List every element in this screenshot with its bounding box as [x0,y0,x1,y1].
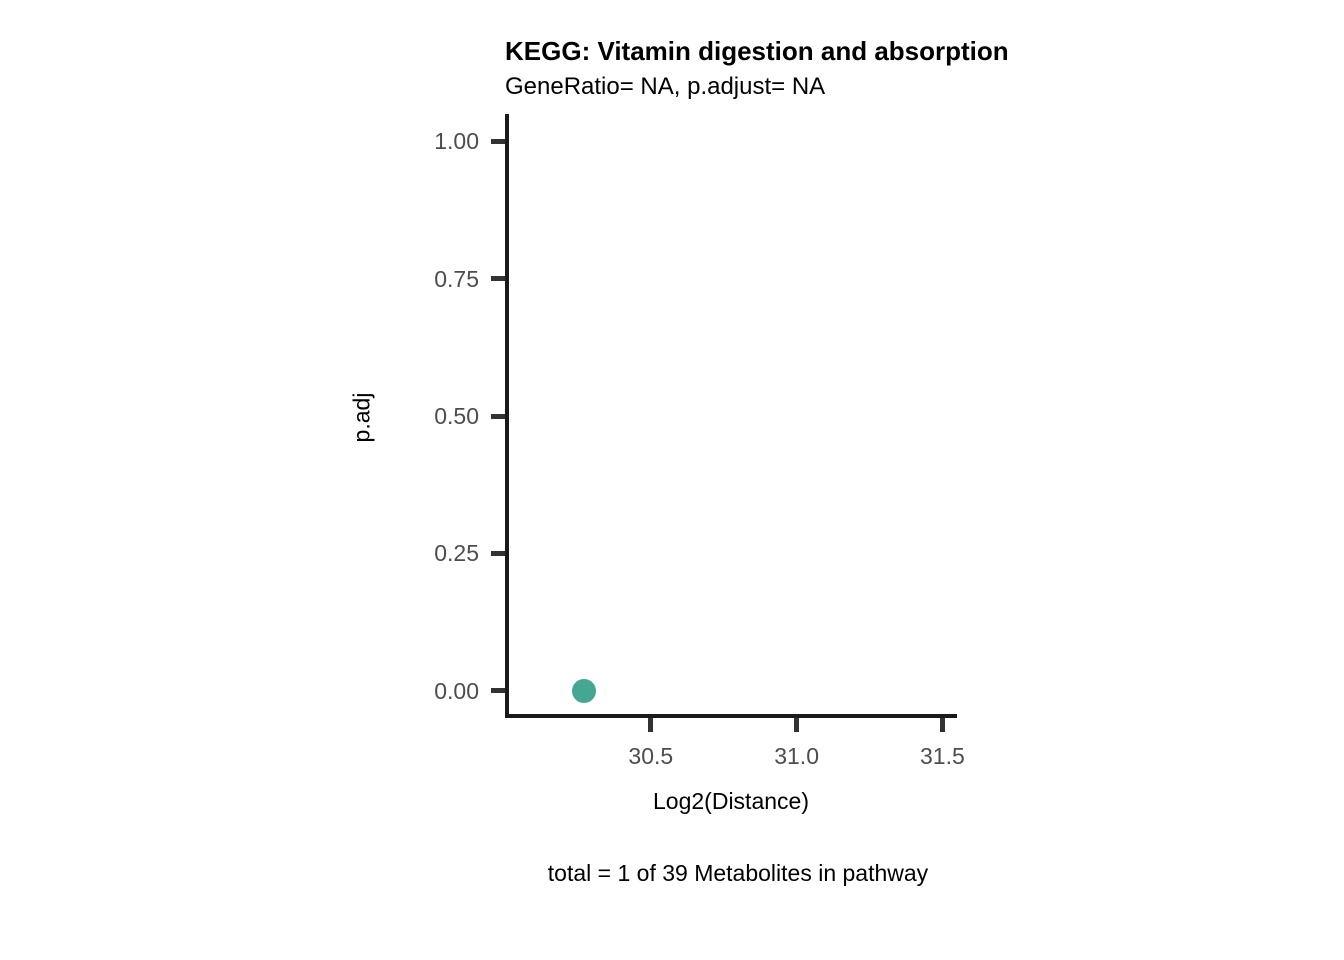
x-tick-label: 30.5 [628,743,674,769]
x-tick-label: 31.0 [774,743,819,769]
y-tick-label: 1.00 [434,128,479,155]
y-tick-mark [491,138,505,144]
chart-subtitle: GeneRatio= NA, p.adjust= NA [505,73,826,100]
y-tick-label: 0.75 [434,265,479,292]
x-tick-mark [939,718,945,732]
y-tick-label: 0.25 [434,540,479,567]
y-tick-label: 0.00 [434,677,479,704]
chart-title: KEGG: Vitamin digestion and absorption [505,36,1009,66]
y-tick-mark [491,276,505,282]
y-tick-mark [491,550,505,556]
y-tick-mark [491,413,505,419]
y-axis-title: p.adj [348,392,375,443]
plot-panel [505,114,957,718]
x-tick-mark [648,718,654,732]
x-axis-title: Log2(Distance) [653,788,809,814]
y-tick-mark [491,688,505,694]
chart-caption: total = 1 of 39 Metabolites in pathway [547,860,929,886]
x-tick-label: 31.5 [920,743,965,769]
data-point [571,678,596,703]
x-tick-mark [794,718,800,732]
y-tick-label: 0.50 [434,403,479,429]
